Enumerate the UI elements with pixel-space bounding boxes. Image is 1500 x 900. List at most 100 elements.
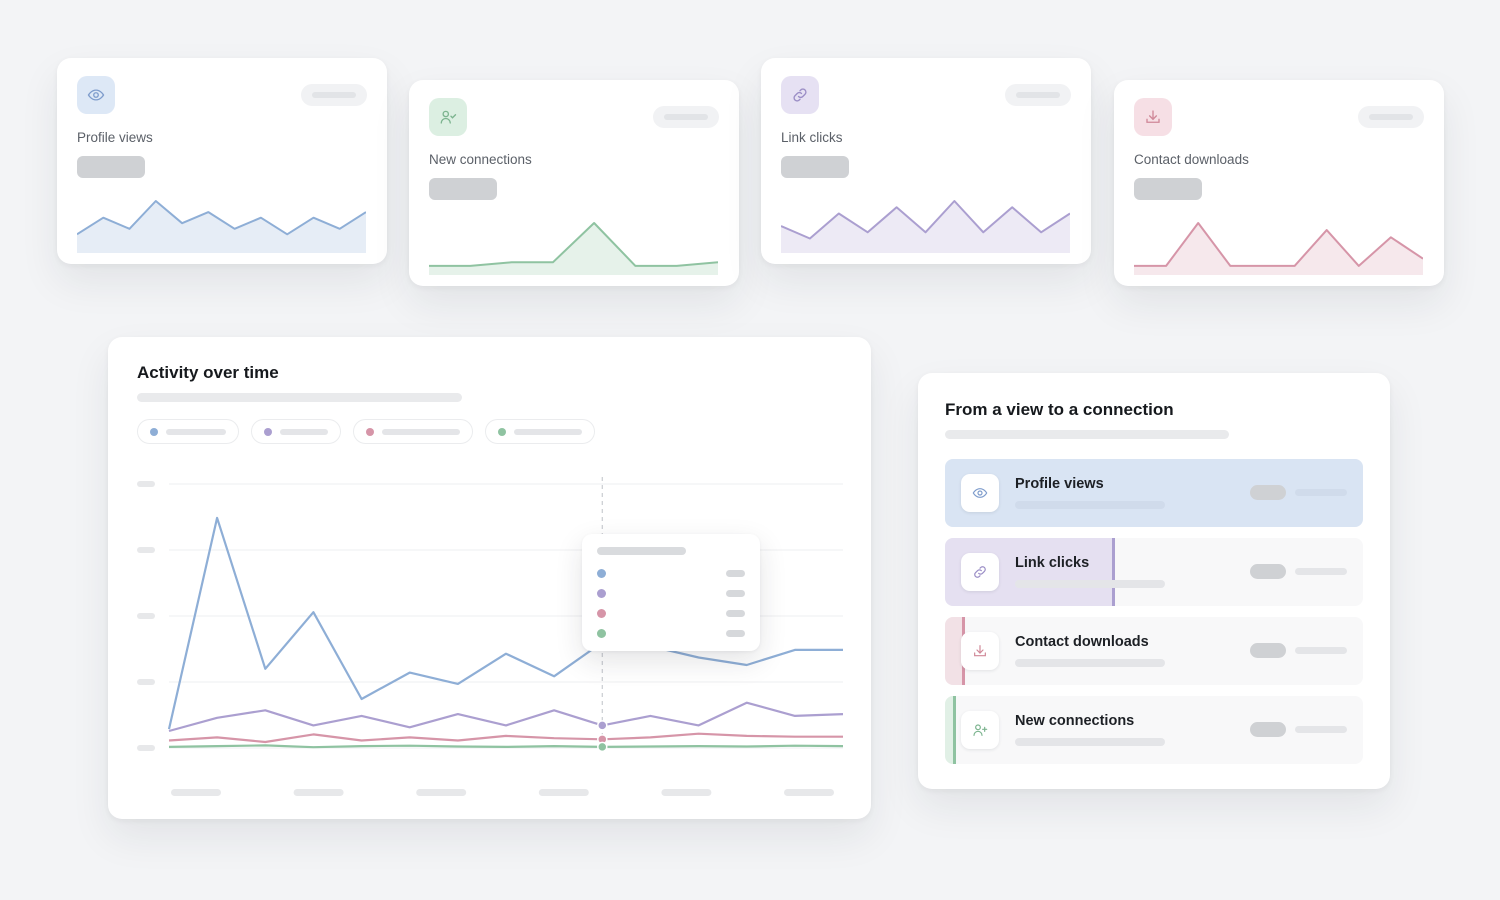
funnel-detail-placeholder	[1015, 659, 1165, 667]
chart-tooltip	[582, 534, 760, 651]
stat-value-placeholder	[781, 156, 849, 178]
stat-value-placeholder	[429, 178, 497, 200]
legend-chip-downloads[interactable]	[353, 419, 473, 444]
sparkline-line	[77, 200, 366, 236]
link-icon	[781, 76, 819, 114]
stat-card-contact-downloads[interactable]: Contact downloads	[1114, 80, 1444, 286]
y-tick-placeholder	[137, 745, 155, 751]
chart-subtitle-placeholder	[137, 393, 462, 402]
tooltip-value-placeholder	[726, 590, 745, 597]
user-add-icon	[961, 711, 999, 749]
funnel-percent-placeholder	[1295, 568, 1347, 575]
user-connect-icon	[429, 98, 467, 136]
funnel-value-placeholder	[1250, 564, 1286, 579]
series-line-connections	[168, 744, 844, 749]
stat-label: Profile views	[77, 130, 153, 145]
sparkline	[429, 222, 718, 275]
funnel-value-placeholder	[1250, 722, 1286, 737]
tooltip-dot-icon	[597, 569, 606, 578]
x-tick-placeholder	[293, 789, 344, 796]
link-icon	[961, 553, 999, 591]
legend-dot-icon	[498, 428, 506, 436]
funnel-fill	[945, 459, 1363, 527]
sparkline-line	[429, 222, 718, 267]
activity-chart-card: Activity over time	[108, 337, 871, 819]
legend-chip-clicks[interactable]	[251, 419, 341, 444]
funnel-row-new-connections[interactable]: New connections	[945, 696, 1363, 764]
tooltip-row-clicks	[597, 588, 745, 598]
stat-value-placeholder	[77, 156, 145, 178]
x-tick-placeholder	[538, 789, 589, 796]
funnel-detail-placeholder	[1015, 501, 1165, 509]
x-tick-placeholder	[661, 789, 712, 796]
sparkline-line	[781, 200, 1070, 240]
tooltip-row-downloads	[597, 608, 745, 618]
hover-point-connections	[597, 741, 608, 753]
funnel-percent-placeholder	[1295, 647, 1347, 654]
legend-dot-icon	[264, 428, 272, 436]
tooltip-value-placeholder	[726, 570, 745, 577]
sparkline-area	[781, 201, 1070, 253]
stat-card-profile-views[interactable]: Profile views	[57, 58, 387, 264]
stat-label: Link clicks	[781, 130, 843, 145]
chart-title: Activity over time	[137, 363, 279, 382]
hover-point-clicks	[597, 720, 608, 731]
legend-label-placeholder	[280, 429, 328, 435]
tooltip-dot-icon	[597, 589, 606, 598]
x-tick-placeholder	[171, 789, 221, 796]
tooltip-value-placeholder	[726, 630, 745, 637]
stat-card-link-clicks[interactable]: Link clicks	[761, 58, 1091, 264]
legend-chip-views[interactable]	[137, 419, 239, 444]
tooltip-row-connections	[597, 628, 745, 638]
period-pill[interactable]	[1005, 84, 1071, 106]
series-line-clicks	[168, 701, 844, 733]
series-line-views	[167, 516, 843, 730]
sparkline-area	[77, 201, 366, 253]
sparkline	[781, 200, 1070, 253]
stat-card-new-connections[interactable]: New connections	[409, 80, 739, 286]
funnel-row-link-clicks[interactable]: Link clicks	[945, 538, 1363, 606]
funnel-label: Link clicks	[1015, 555, 1090, 571]
tooltip-dot-icon	[597, 629, 606, 638]
funnel-value-placeholder	[1250, 485, 1286, 500]
stat-label: New connections	[429, 152, 532, 167]
period-pill[interactable]	[653, 106, 719, 128]
sparkline-line	[1134, 222, 1423, 267]
eye-icon	[77, 76, 115, 114]
x-tick-placeholder	[416, 789, 467, 796]
legend-label-placeholder	[166, 429, 226, 435]
legend-dot-icon	[366, 428, 374, 436]
funnel-title: From a view to a connection	[945, 400, 1174, 419]
funnel-card: From a view to a connection Profile view…	[918, 373, 1390, 789]
funnel-detail-placeholder	[1015, 580, 1165, 588]
funnel-detail-placeholder	[1015, 738, 1165, 746]
download-icon	[961, 632, 999, 670]
funnel-row-contact-downloads[interactable]: Contact downloads	[945, 617, 1363, 685]
period-pill[interactable]	[301, 84, 367, 106]
tooltip-title-placeholder	[597, 547, 686, 555]
eye-icon	[961, 474, 999, 512]
download-icon	[1134, 98, 1172, 136]
funnel-percent-placeholder	[1295, 489, 1347, 496]
legend-label-placeholder	[514, 429, 582, 435]
tooltip-row-views	[597, 568, 745, 578]
period-pill[interactable]	[1358, 106, 1424, 128]
series-line-downloads	[168, 732, 843, 744]
funnel-value-placeholder	[1250, 643, 1286, 658]
sparkline	[1134, 222, 1423, 275]
funnel-label: New connections	[1015, 713, 1135, 729]
y-tick-placeholder	[137, 679, 155, 685]
legend-label-placeholder	[382, 429, 460, 435]
x-tick-placeholder	[784, 789, 834, 796]
funnel-subtitle-placeholder	[945, 430, 1229, 439]
funnel-row-profile-views[interactable]: Profile views	[945, 459, 1363, 527]
funnel-fill	[945, 696, 956, 764]
stat-label: Contact downloads	[1134, 152, 1249, 167]
funnel-percent-placeholder	[1295, 726, 1347, 733]
legend-chip-connections[interactable]	[485, 419, 595, 444]
sparkline-area	[429, 223, 718, 275]
stat-value-placeholder	[1134, 178, 1202, 200]
tooltip-value-placeholder	[726, 610, 745, 617]
sparkline	[77, 200, 366, 253]
y-tick-placeholder	[137, 547, 155, 553]
